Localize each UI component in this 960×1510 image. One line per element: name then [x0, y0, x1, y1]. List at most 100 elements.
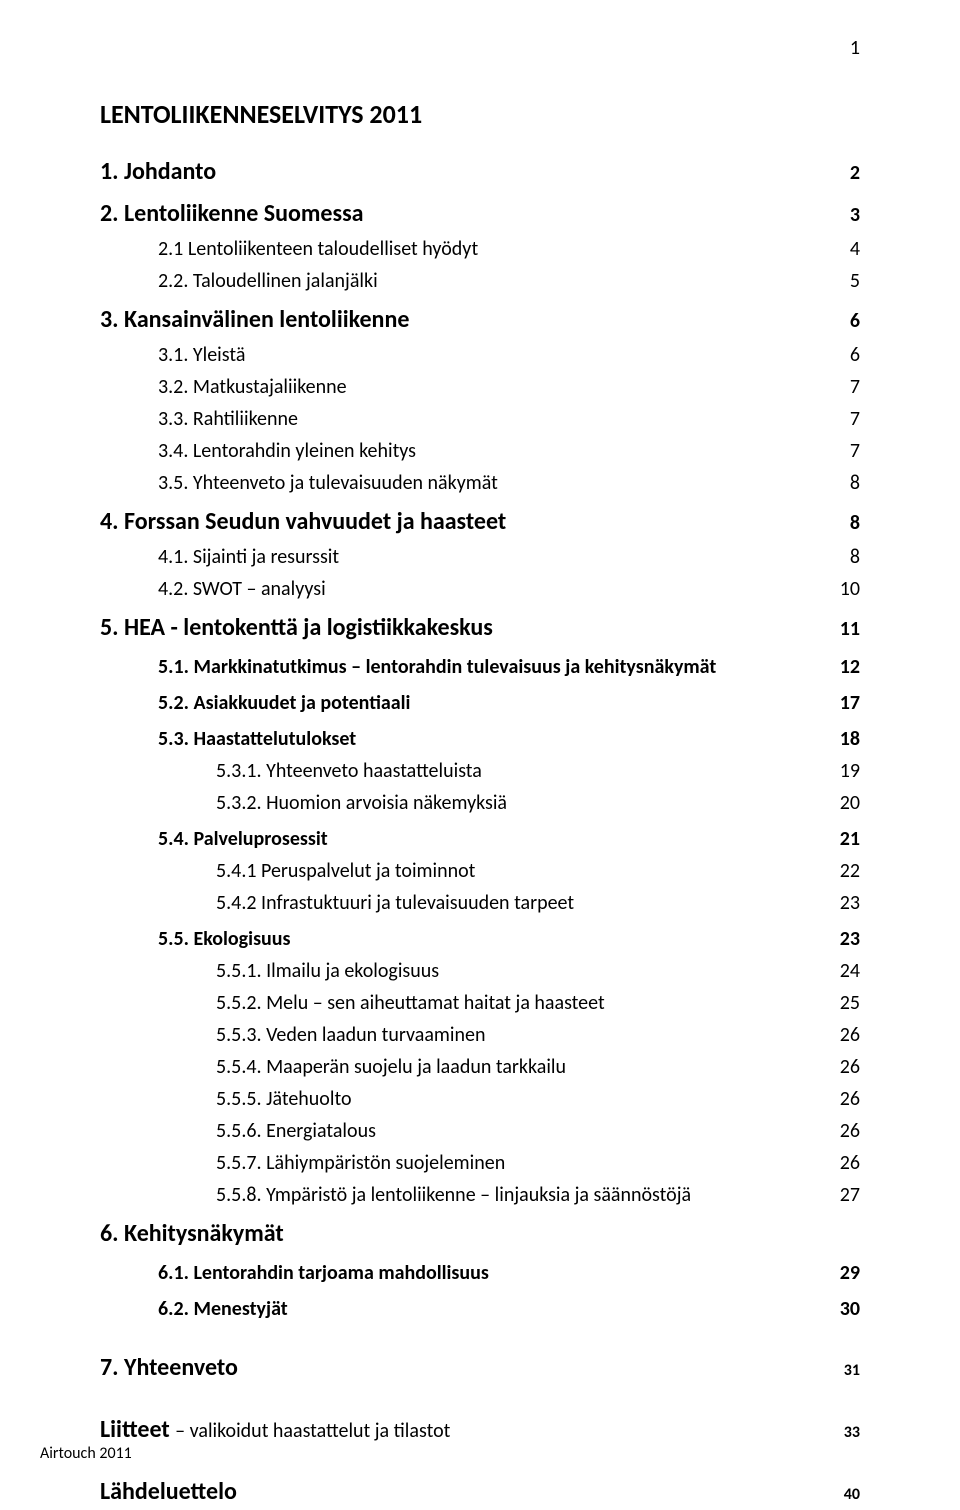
toc-label: 5.5.5. Jätehuolto	[216, 1084, 820, 1114]
toc-page: 26	[820, 1148, 860, 1178]
toc-label: 5.5.1. Ilmailu ja ekologisuus	[216, 956, 820, 986]
toc-label: 5.4. Palveluprosessit	[158, 824, 820, 854]
toc-page: 31	[820, 1359, 860, 1383]
document-page: 1 LENTOLIIKENNESELVITYS 2011 1. Johdanto…	[0, 0, 960, 1493]
toc-label: 4.2. SWOT – analyysi	[158, 574, 820, 604]
toc-entry: 5.5.8. Ympäristö ja lentoliikenne – linj…	[100, 1180, 860, 1210]
toc-page: 20	[820, 788, 860, 818]
toc-entry: 5.5. Ekologisuus23	[100, 924, 860, 954]
toc-entry: 3.1. Yleistä6	[100, 340, 860, 370]
toc-label: 3.2. Matkustajaliikenne	[158, 372, 820, 402]
toc-label: 5.5. Ekologisuus	[158, 924, 820, 954]
toc-label: 3.5. Yhteenveto ja tulevaisuuden näkymät	[158, 468, 820, 498]
toc-page: 8	[820, 542, 860, 572]
toc-page: 7	[820, 404, 860, 434]
toc-label: 5.3. Haastattelutulokset	[158, 724, 820, 754]
toc-entry: 2.2. Taloudellinen jalanjälki5	[100, 266, 860, 296]
toc-page: 11	[820, 614, 860, 644]
toc-page: 27	[820, 1180, 860, 1210]
toc-entry: 3.4. Lentorahdin yleinen kehitys7	[100, 436, 860, 466]
toc-page: 25	[820, 988, 860, 1018]
toc-page: 22	[820, 856, 860, 886]
toc-page: 7	[820, 372, 860, 402]
toc-entry: 2.1 Lentoliikenteen taloudelliset hyödyt…	[100, 234, 860, 264]
toc-entry: 2. Lentoliikenne Suomessa3	[100, 196, 860, 232]
toc-label: 4.1. Sijainti ja resurssit	[158, 542, 820, 572]
toc-label: 3. Kansainvälinen lentoliikenne	[100, 302, 820, 338]
toc-page: 21	[820, 824, 860, 854]
toc-entry: 5.5.6. Energiatalous26	[100, 1116, 860, 1146]
toc-entry: 3.3. Rahtiliikenne7	[100, 404, 860, 434]
toc-page: 23	[820, 888, 860, 918]
toc-label: 2.2. Taloudellinen jalanjälki	[158, 266, 820, 296]
toc-entry-section-7: 7. Yhteenveto 31	[100, 1350, 860, 1386]
toc-entry: 3.5. Yhteenveto ja tulevaisuuden näkymät…	[100, 468, 860, 498]
toc-entry: 1. Johdanto2	[100, 154, 860, 190]
toc-label: 2. Lentoliikenne Suomessa	[100, 196, 820, 232]
page-number: 1	[850, 36, 860, 60]
toc-label: Lähdeluettelo	[100, 1474, 820, 1510]
toc-entry: 5.5.7. Lähiympäristön suojeleminen26	[100, 1148, 860, 1178]
toc-entry: 5.5.3. Veden laadun turvaaminen26	[100, 1020, 860, 1050]
toc-entry: 5.4. Palveluprosessit21	[100, 824, 860, 854]
toc-page: 40	[820, 1483, 860, 1507]
toc-entry: 5. HEA - lentokenttä ja logistiikkakesku…	[100, 610, 860, 646]
toc-page: 24	[820, 956, 860, 986]
toc-label: 4. Forssan Seudun vahvuudet ja haasteet	[100, 504, 820, 540]
toc-entry: 4. Forssan Seudun vahvuudet ja haasteet8	[100, 504, 860, 540]
toc-label: 5.3.1. Yhteenveto haastatteluista	[216, 756, 820, 786]
toc-page: 8	[820, 508, 860, 538]
toc-label: 5.2. Asiakkuudet ja potentiaali	[158, 688, 820, 718]
toc-entry: 6.1. Lentorahdin tarjoama mahdollisuus29	[100, 1258, 860, 1288]
toc-entry: 5.4.1 Peruspalvelut ja toiminnot22	[100, 856, 860, 886]
table-of-contents: 1. Johdanto22. Lentoliikenne Suomessa32.…	[100, 154, 860, 1324]
toc-page: 17	[820, 688, 860, 718]
toc-page: 33	[820, 1421, 860, 1445]
footer-text: Airtouch 2011	[40, 1444, 132, 1463]
toc-entry-lahdeluettelo: Lähdeluettelo 40	[100, 1474, 860, 1510]
toc-label: 5.5.2. Melu – sen aiheuttamat haitat ja …	[216, 988, 820, 1018]
toc-entry: 5.5.1. Ilmailu ja ekologisuus24	[100, 956, 860, 986]
toc-entry: 3. Kansainvälinen lentoliikenne6	[100, 302, 860, 338]
toc-page: 30	[820, 1294, 860, 1324]
toc-label: 5.1. Markkinatutkimus – lentorahdin tule…	[158, 652, 820, 682]
toc-page: 4	[820, 234, 860, 264]
toc-page: 26	[820, 1084, 860, 1114]
toc-label: 1. Johdanto	[100, 154, 820, 190]
toc-label: 5.5.6. Energiatalous	[216, 1116, 820, 1146]
toc-label: 3.1. Yleistä	[158, 340, 820, 370]
toc-label: 5.5.4. Maaperän suojelu ja laadun tarkka…	[216, 1052, 820, 1082]
toc-page: 19	[820, 756, 860, 786]
toc-entry: 5.3.2. Huomion arvoisia näkemyksiä20	[100, 788, 860, 818]
toc-entry: 4.2. SWOT – analyysi10	[100, 574, 860, 604]
liitteet-head: Liitteet	[100, 1415, 175, 1444]
toc-page: 5	[820, 266, 860, 296]
toc-label: 7. Yhteenveto	[100, 1350, 820, 1386]
toc-label: 6.1. Lentorahdin tarjoama mahdollisuus	[158, 1258, 820, 1288]
toc-page: 12	[820, 652, 860, 682]
toc-entry-liitteet: Liitteet – valikoidut haastattelut ja ti…	[100, 1412, 860, 1448]
toc-label: 6. Kehitysnäkymät	[100, 1216, 820, 1252]
toc-entry: 5.1. Markkinatutkimus – lentorahdin tule…	[100, 652, 860, 682]
toc-page: 10	[820, 574, 860, 604]
toc-entry: 5.2. Asiakkuudet ja potentiaali17	[100, 688, 860, 718]
toc-page: 26	[820, 1052, 860, 1082]
toc-page: 26	[820, 1020, 860, 1050]
toc-label: Liitteet – valikoidut haastattelut ja ti…	[100, 1412, 820, 1448]
toc-label: 2.1 Lentoliikenteen taloudelliset hyödyt	[158, 234, 820, 264]
toc-entry: 6.2. Menestyjät30	[100, 1294, 860, 1324]
toc-page: 3	[820, 200, 860, 230]
toc-entry: 3.2. Matkustajaliikenne7	[100, 372, 860, 402]
toc-label: 5.3.2. Huomion arvoisia näkemyksiä	[216, 788, 820, 818]
toc-entry: 5.5.4. Maaperän suojelu ja laadun tarkka…	[100, 1052, 860, 1082]
toc-page: 23	[820, 924, 860, 954]
toc-page: 2	[820, 158, 860, 188]
toc-entry: 5.3.1. Yhteenveto haastatteluista19	[100, 756, 860, 786]
toc-page: 26	[820, 1116, 860, 1146]
toc-label: 5.4.1 Peruspalvelut ja toiminnot	[216, 856, 820, 886]
toc-label: 5.5.7. Lähiympäristön suojeleminen	[216, 1148, 820, 1178]
toc-label: 5.4.2 Infrastuktuuri ja tulevaisuuden ta…	[216, 888, 820, 918]
toc-label: 5.5.8. Ympäristö ja lentoliikenne – linj…	[216, 1180, 820, 1210]
toc-page: 6	[820, 340, 860, 370]
toc-page: 8	[820, 468, 860, 498]
